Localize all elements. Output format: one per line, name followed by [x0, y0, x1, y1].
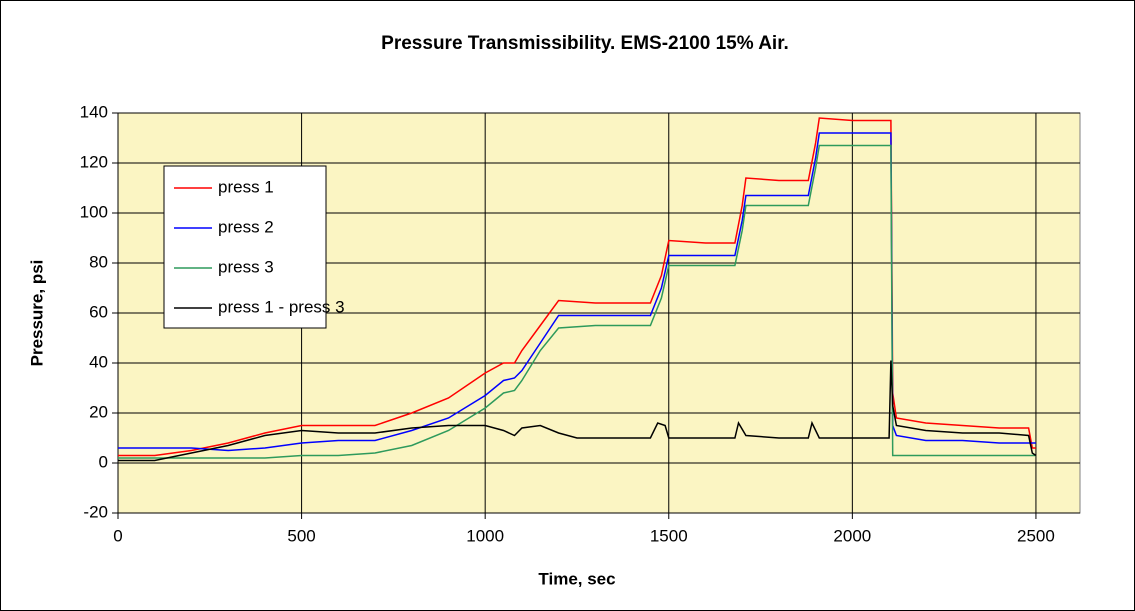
y-tick-label: -20	[83, 502, 108, 521]
y-tick-label: 140	[80, 102, 108, 121]
legend	[163, 165, 327, 329]
legend-label: press 1	[218, 177, 274, 196]
y-tick-label: 120	[80, 152, 108, 171]
y-tick-label: 80	[89, 252, 108, 271]
x-tick-label: 500	[287, 526, 315, 545]
x-tick-label: 1500	[650, 526, 688, 545]
y-tick-label: 20	[89, 402, 108, 421]
y-tick-label: 60	[89, 302, 108, 321]
y-tick-label: 0	[99, 452, 108, 471]
y-axis-label: Pressure, psi	[27, 260, 46, 367]
series-line	[118, 132, 1036, 452]
series-line	[118, 117, 1036, 457]
x-axis-label: Time, sec	[538, 569, 615, 588]
x-tick-label: 1000	[466, 526, 504, 545]
y-tick-label: 100	[80, 202, 108, 221]
series-line	[118, 144, 1036, 459]
series-line	[118, 360, 1037, 462]
chart-title: Pressure Transmissibility. EMS-2100 15% …	[381, 33, 789, 54]
y-tick-label: 40	[89, 352, 108, 371]
legend-label: press 2	[218, 217, 274, 236]
legend-label: press 3	[218, 257, 274, 276]
legend-label: press 1 - press 3	[218, 297, 345, 316]
x-tick-label: 0	[113, 526, 122, 545]
x-tick-label: 2000	[833, 526, 871, 545]
x-tick-label: 2500	[1017, 526, 1055, 545]
